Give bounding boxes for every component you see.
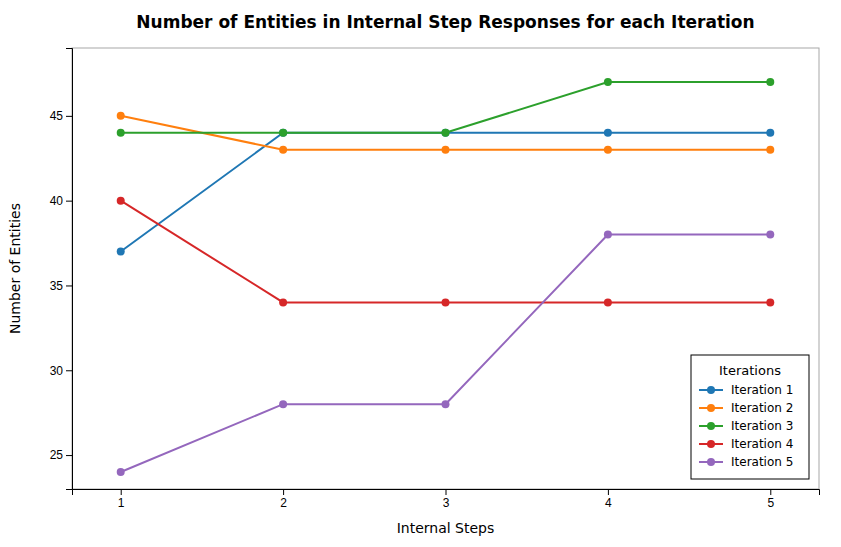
series	[117, 129, 775, 256]
x-tick: 1	[118, 489, 125, 510]
series-line	[121, 235, 771, 472]
y-tick: 45	[50, 109, 72, 123]
series-marker	[279, 400, 287, 408]
legend-swatch-marker	[707, 440, 715, 448]
series-marker	[117, 112, 125, 120]
plot-frame	[72, 48, 819, 489]
x-tick-label: 3	[443, 496, 450, 510]
series-marker	[604, 298, 612, 306]
series-line	[121, 82, 771, 133]
series-marker	[117, 197, 125, 205]
x-tick: 3	[443, 489, 450, 510]
x-tick-mark	[283, 489, 284, 495]
y-axis: 25 30 35 40 45	[50, 49, 73, 490]
series-marker	[766, 146, 774, 154]
series	[117, 197, 775, 307]
y-tick: 35	[50, 279, 72, 293]
y-axis-title: Number of Entities	[7, 203, 23, 334]
legend-label: Iteration 4	[731, 437, 793, 451]
legend-item: Iteration 4	[699, 437, 793, 451]
y-tick-label: 40	[50, 194, 64, 208]
series-marker	[604, 78, 612, 86]
series-marker	[117, 248, 125, 256]
chart-title: Number of Entities in Internal Step Resp…	[136, 12, 754, 32]
y-tick: 25	[50, 448, 72, 462]
legend-swatch-marker	[707, 422, 715, 430]
x-tick: 2	[280, 489, 287, 510]
x-tick-mark	[446, 489, 447, 495]
x-tick-label: 4	[605, 496, 612, 510]
chart: 123452530354045IterationsIteration 1Iter…	[0, 0, 841, 547]
legend-swatch-marker	[707, 404, 715, 412]
series-marker	[604, 231, 612, 239]
series-marker	[279, 298, 287, 306]
series-marker	[279, 146, 287, 154]
series-marker	[442, 298, 450, 306]
y-tick-mark	[66, 116, 72, 117]
series-marker	[766, 78, 774, 86]
x-axis-line	[73, 490, 820, 496]
series-marker	[117, 468, 125, 476]
marks	[117, 78, 775, 476]
series-marker	[117, 129, 125, 137]
x-tick-mark	[770, 489, 771, 495]
legend-item: Iteration 2	[699, 401, 793, 415]
series-marker	[604, 129, 612, 137]
x-tick-label: 5	[767, 496, 774, 510]
series-marker	[766, 298, 774, 306]
series-marker	[766, 231, 774, 239]
series-marker	[442, 129, 450, 137]
series-marker	[442, 146, 450, 154]
legend-item: Iteration 1	[699, 383, 793, 397]
legend: Iterations Iteration 1 Iteration 2 Iteratio…	[691, 355, 809, 479]
series-marker	[442, 400, 450, 408]
y-tick-mark	[66, 370, 72, 371]
y-tick-mark	[66, 201, 72, 202]
y-tick: 40	[50, 194, 72, 208]
legend-item: Iteration 3	[699, 419, 793, 433]
legend-swatch-marker	[707, 386, 715, 394]
series-marker	[442, 129, 450, 137]
series-marker	[604, 146, 612, 154]
plot-area: 123452530354045IterationsIteration 1Iter…	[50, 48, 820, 510]
series-marker	[279, 129, 287, 137]
series-marker	[279, 129, 287, 137]
x-tick-mark	[608, 489, 609, 495]
y-tick-label: 25	[50, 448, 64, 462]
series-line	[121, 201, 771, 303]
x-tick-label: 1	[118, 496, 125, 510]
legend-label: Iteration 1	[731, 383, 793, 397]
x-axis: 1 2 3 4 5	[73, 489, 820, 510]
series-marker	[766, 129, 774, 137]
y-tick-label: 35	[50, 279, 64, 293]
series	[117, 231, 775, 476]
y-tick-mark	[66, 285, 72, 286]
x-tick: 4	[605, 489, 612, 510]
y-tick-label: 30	[50, 364, 64, 378]
x-axis-title: Internal Steps	[397, 520, 495, 536]
x-tick-label: 2	[280, 496, 287, 510]
legend-swatch-marker	[707, 458, 715, 466]
legend-label: Iteration 3	[731, 419, 793, 433]
y-tick-label: 45	[50, 109, 64, 123]
legend-label: Iteration 2	[731, 401, 793, 415]
legend-title: Iterations	[719, 363, 781, 378]
x-tick-mark	[121, 489, 122, 495]
legend-item: Iteration 5	[699, 455, 793, 469]
legend-box	[691, 355, 809, 479]
series	[117, 78, 775, 137]
y-tick: 30	[50, 364, 72, 378]
legend-label: Iteration 5	[731, 455, 793, 469]
x-tick: 5	[767, 489, 774, 510]
y-tick-mark	[66, 455, 72, 456]
